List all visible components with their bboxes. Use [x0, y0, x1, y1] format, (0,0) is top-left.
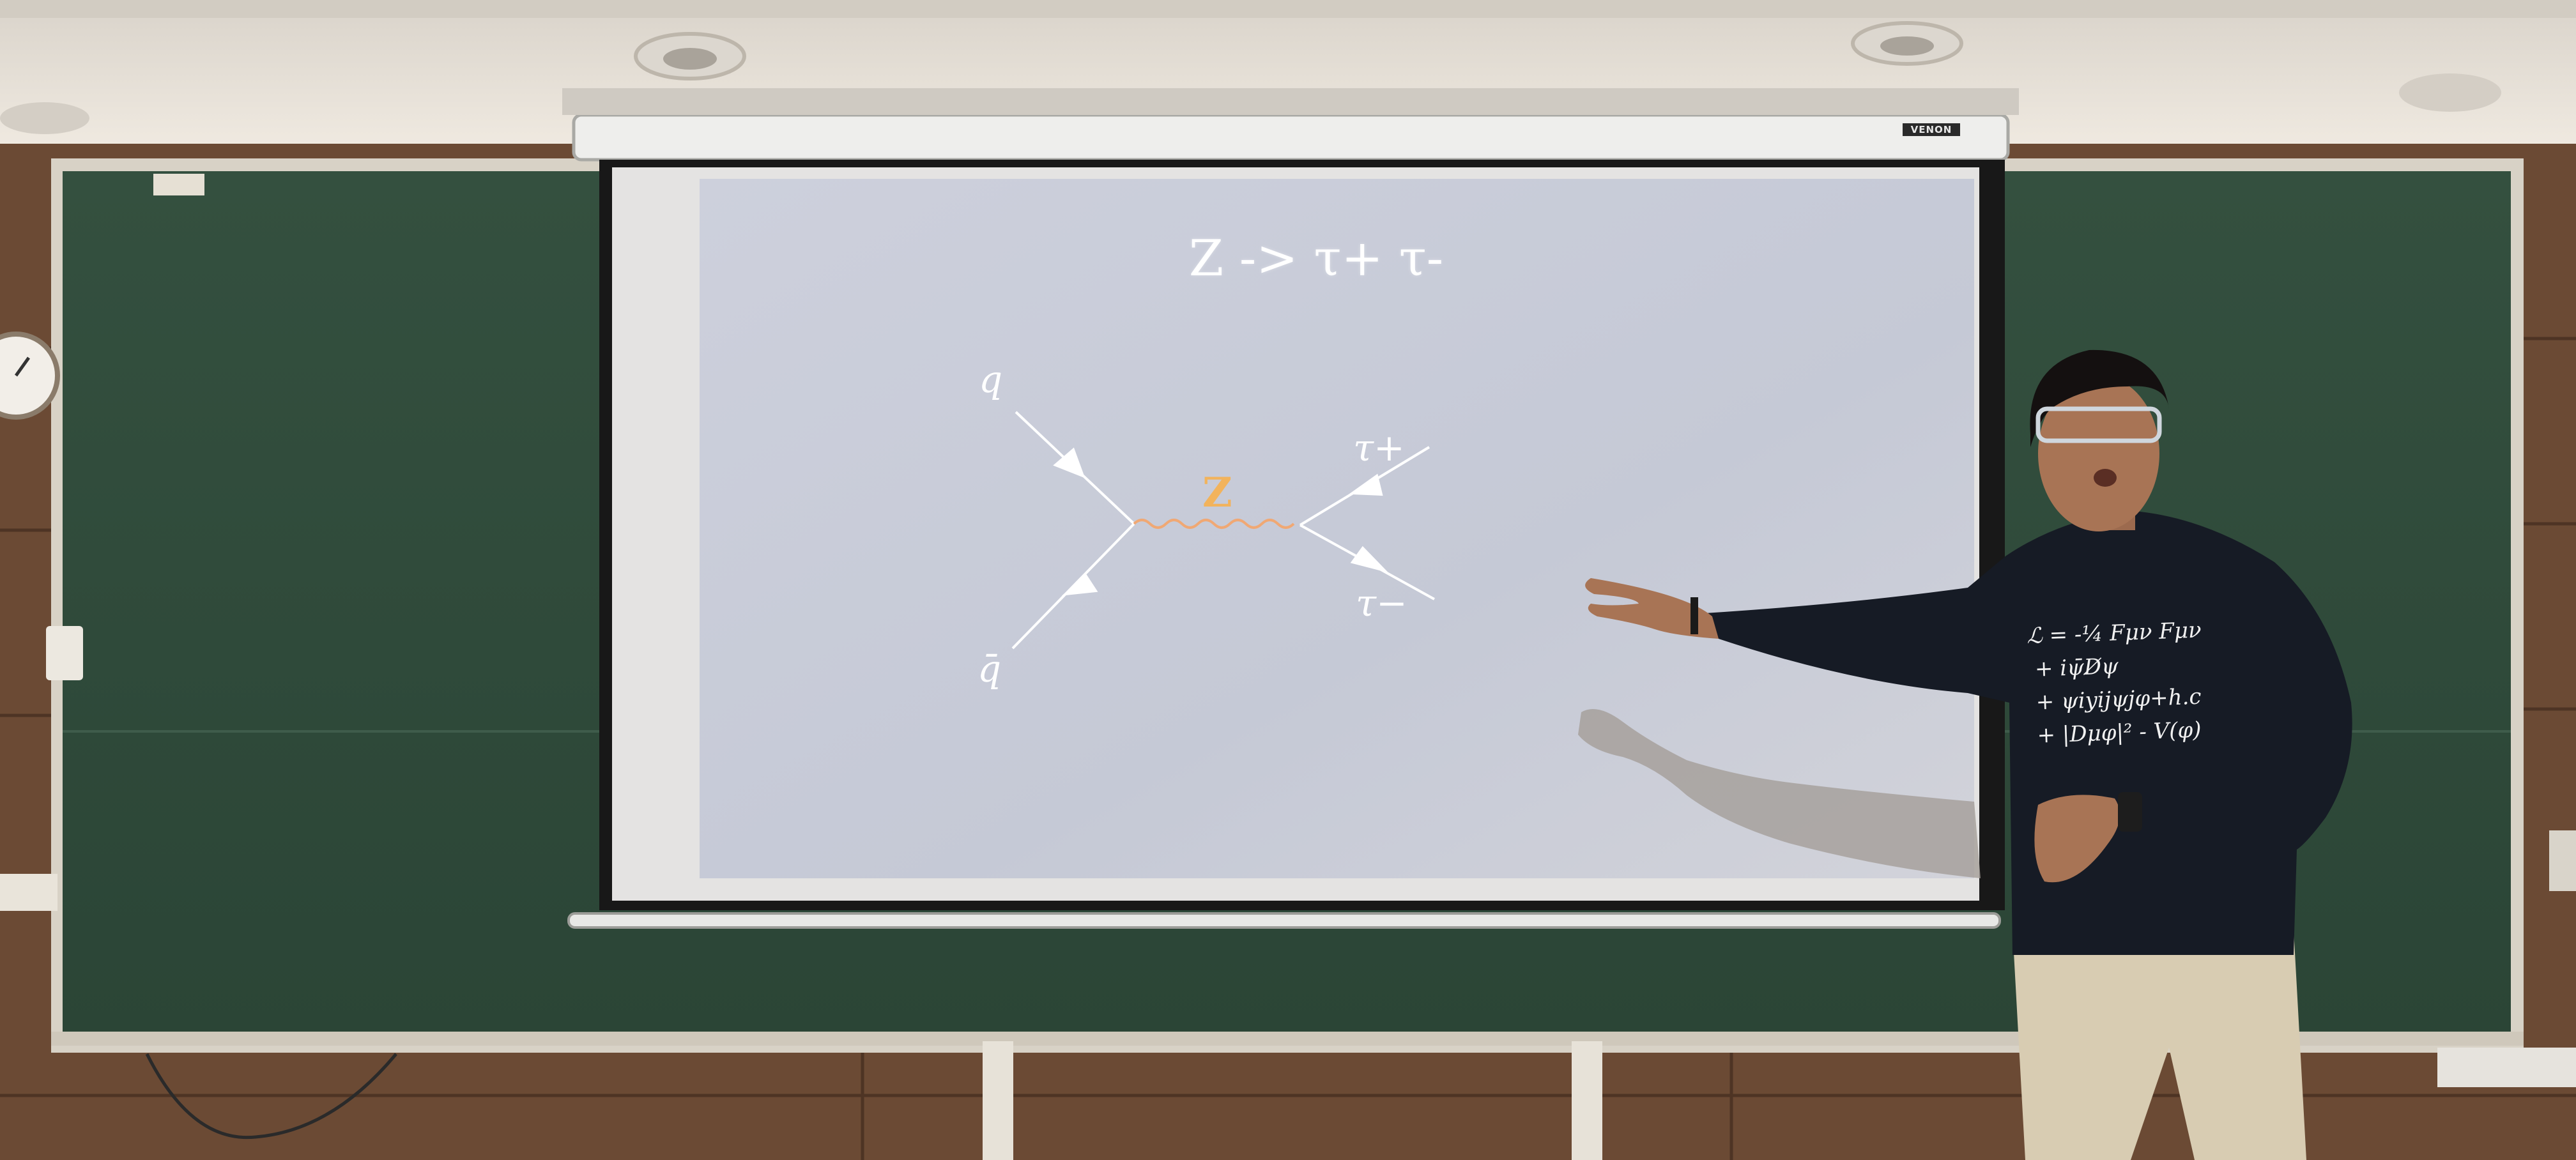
wall-socket: [2549, 830, 2576, 891]
ceiling-beam: [0, 0, 2576, 18]
presenter-bracelet: [1690, 597, 1698, 634]
board-label: [153, 174, 204, 195]
presenter-other-hand: [2034, 795, 2120, 883]
presenter-face: [2038, 376, 2159, 531]
tau-minus-arrow: [1350, 546, 1389, 573]
presenter: [1585, 349, 2352, 1160]
wall-switch-strip: [0, 874, 57, 911]
support-post: [1572, 1041, 1602, 1160]
cable: [145, 1053, 397, 1140]
screen-housing: [572, 113, 2010, 162]
wall-clock: [0, 332, 60, 420]
ceiling-light: [2399, 73, 2501, 112]
support-post: [983, 1041, 1013, 1160]
presenter-glasses: [2035, 406, 2162, 443]
chalk-ledge: [51, 1032, 2524, 1046]
z-boson-wavy-line: [1133, 519, 1295, 529]
hand-shadow: [1578, 709, 1981, 878]
clock-hand: [14, 356, 31, 377]
ceiling-light: [0, 102, 89, 134]
ceiling-light-inner: [663, 48, 717, 70]
presenter-hand: [1585, 578, 1719, 639]
screen-bottom-bar: [567, 912, 2001, 929]
presenter-hoodie: [1705, 511, 2352, 955]
antiquark-arrow: [1061, 574, 1098, 596]
presenter-mouth: [2094, 469, 2117, 487]
presenter-hair: [2030, 349, 2169, 447]
presenter-pants: [2012, 929, 2306, 1160]
quark-arrow: [1053, 447, 1085, 478]
projector-brand-label: VENON: [1903, 123, 1960, 136]
presenter-watch: [2118, 792, 2142, 832]
ceiling-light-inner: [1880, 36, 1934, 56]
hoodie-lagrangian-print: ℒ = -¼ Fμν Fμν + iψ̄D̸ψ + ψiyijψjφ+h.c +…: [2026, 617, 2202, 749]
tau-plus-label: τ+: [1353, 426, 1405, 469]
feynman-diagram: [1011, 411, 1435, 650]
tau-plus-arrow: [1349, 473, 1383, 496]
tau-minus-label: τ−: [1356, 581, 1407, 625]
projected-slide: [700, 179, 1974, 878]
z-boson-label: Z: [1202, 469, 1232, 517]
wall-socket: [46, 626, 83, 680]
screen-mount: [562, 88, 2019, 115]
wall-shelf: [2437, 1048, 2576, 1087]
slide-title: Z -> τ+ τ-: [1188, 230, 1444, 287]
antiquark-label: q̄: [977, 647, 1002, 691]
quark-label: q: [979, 358, 1003, 401]
